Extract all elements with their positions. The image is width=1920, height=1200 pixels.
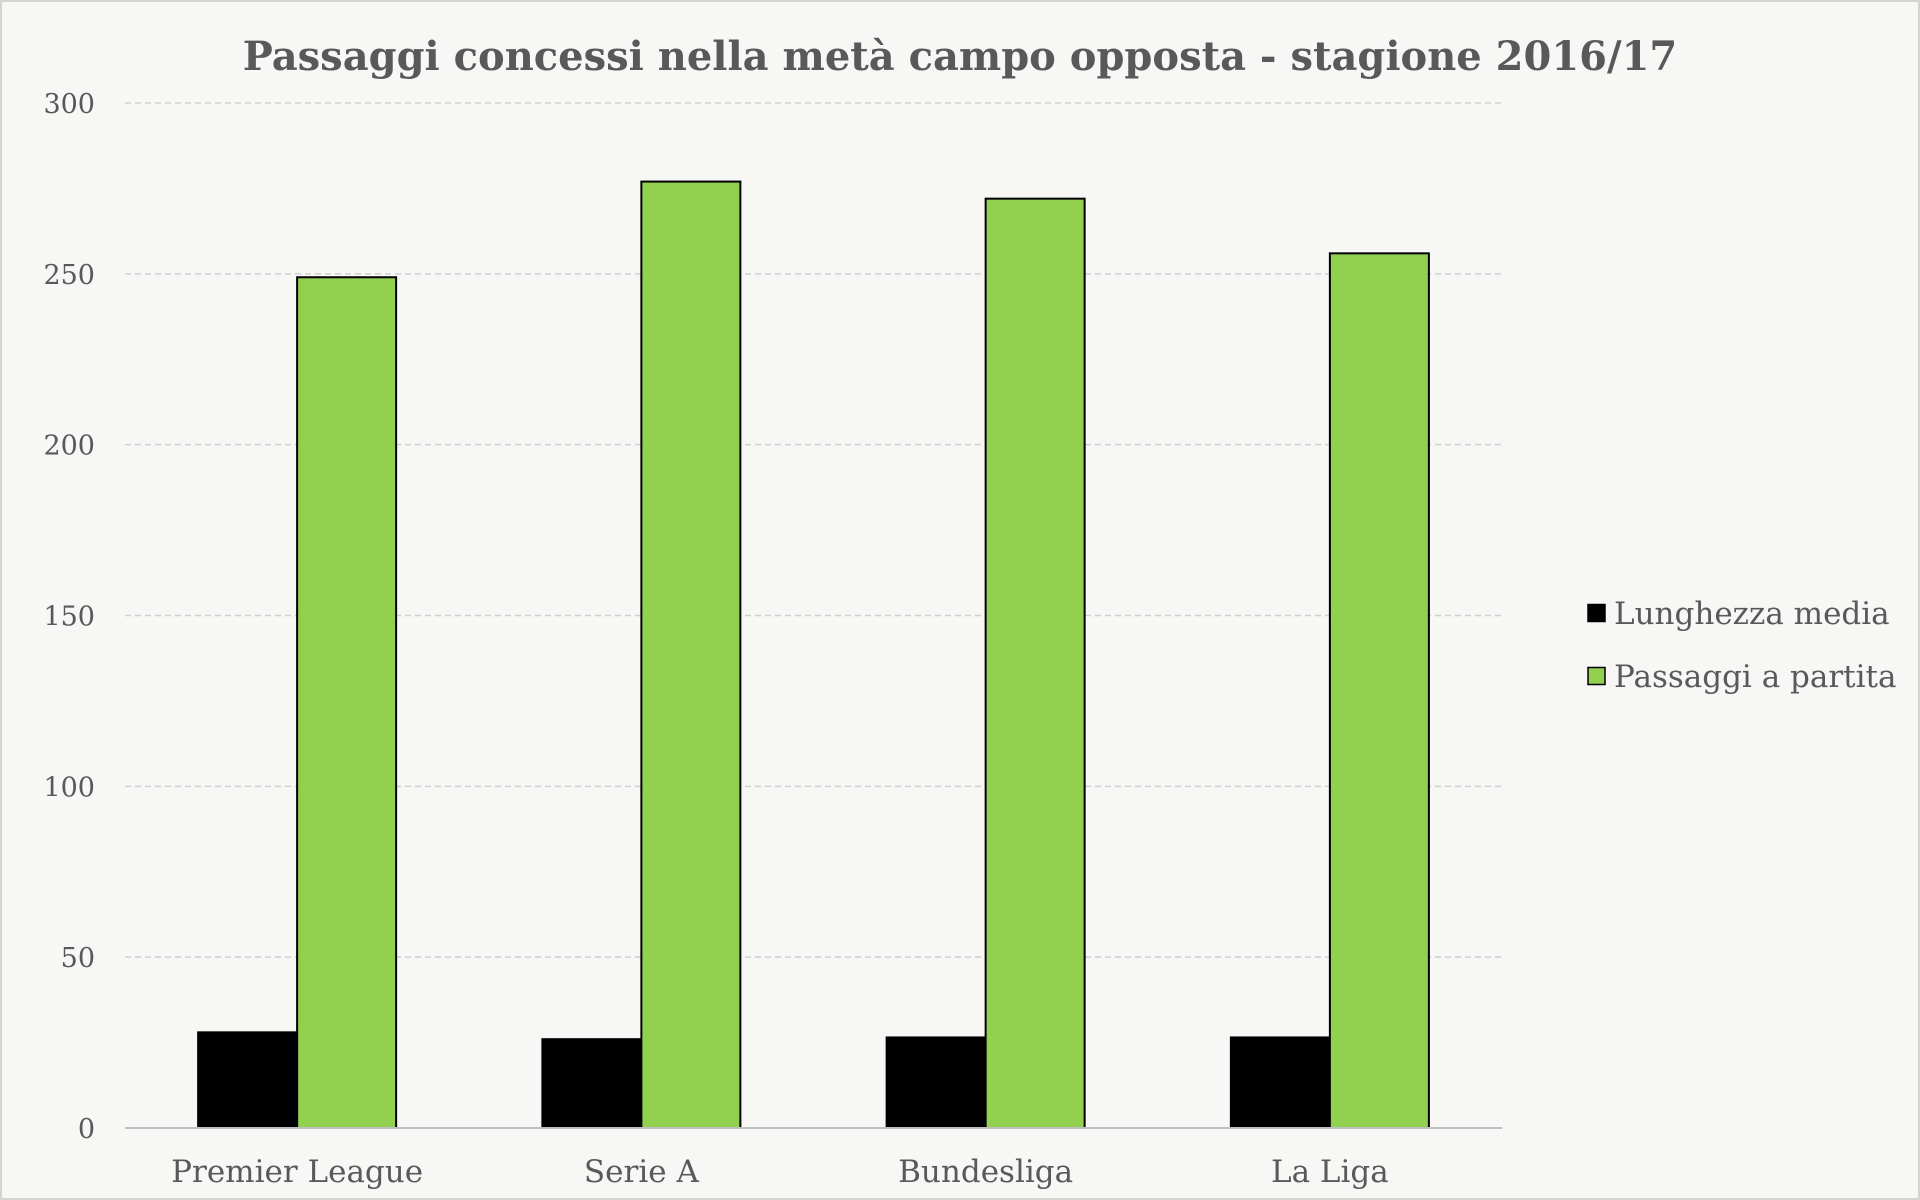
bars [197, 180, 1430, 1130]
x-category-label: Bundesliga [898, 1154, 1073, 1190]
x-category-label: Serie A [584, 1154, 700, 1190]
x-category-label: La Liga [1271, 1154, 1389, 1190]
y-tick-label: 300 [43, 89, 95, 120]
y-axis-ticks: 0 50 100 150 200 250 300 [43, 89, 95, 1145]
bar [541, 1038, 643, 1129]
chart-title: Passaggi concessi nella metà campo oppos… [243, 33, 1678, 80]
legend-label: Passaggi a partita [1614, 659, 1897, 695]
x-category-label: Premier League [171, 1154, 423, 1190]
legend-label: Lunghezza media [1614, 596, 1890, 632]
legend-swatch [1587, 666, 1606, 686]
y-tick-label: 250 [43, 260, 95, 291]
y-tick-label: 150 [43, 602, 95, 633]
x-axis-categories: Premier League Serie A Bundesliga La Liga [171, 1154, 1389, 1190]
bar [1229, 1036, 1331, 1130]
bar [640, 180, 742, 1130]
bar [885, 1036, 987, 1130]
y-tick-label: 50 [61, 943, 95, 974]
bar [296, 276, 398, 1129]
bar [1328, 252, 1430, 1130]
legend-swatch [1587, 603, 1606, 623]
y-tick-label: 0 [78, 1114, 95, 1145]
bar [197, 1031, 299, 1130]
y-tick-label: 100 [43, 772, 95, 803]
y-tick-label: 200 [43, 431, 95, 462]
bar [984, 197, 1086, 1129]
legend: Lunghezza media Passaggi a partita [1587, 596, 1897, 695]
